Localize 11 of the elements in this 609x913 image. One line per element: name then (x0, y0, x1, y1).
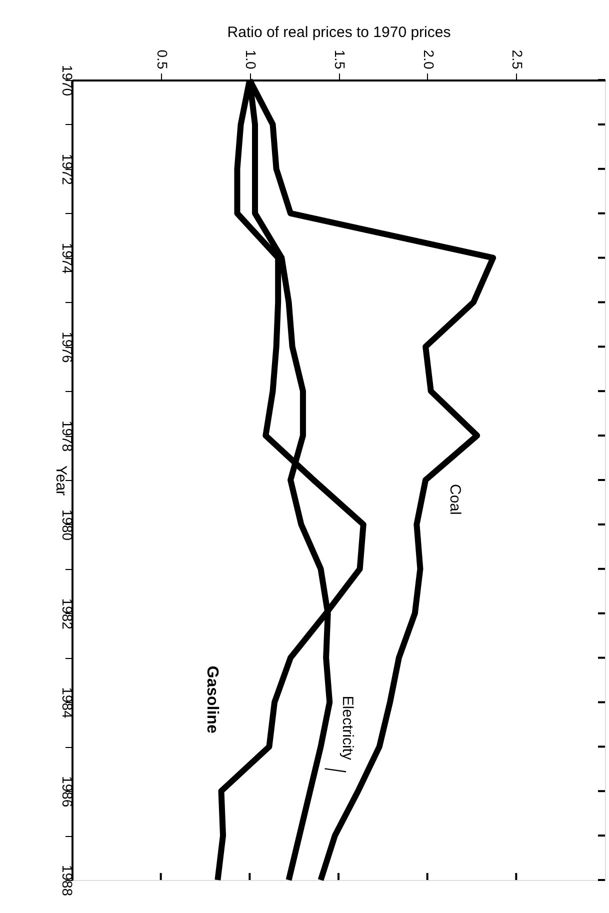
x-tick-label: 0.5 (154, 50, 170, 70)
x-tick-label: 2.0 (420, 50, 437, 70)
x-tick-label: 2.5 (510, 50, 526, 70)
text: Coal (446, 484, 464, 515)
text: Gasoline (204, 666, 221, 734)
text: Electricity (339, 696, 356, 760)
x-axis-title: Ratio of real prices to 1970 prices (227, 24, 451, 41)
y-axis-title: Year (52, 465, 70, 496)
x-tick-label: 1.0 (243, 50, 260, 70)
y-tick-label: 1988 (60, 864, 76, 896)
x-tick-label: 1.5 (332, 50, 348, 70)
